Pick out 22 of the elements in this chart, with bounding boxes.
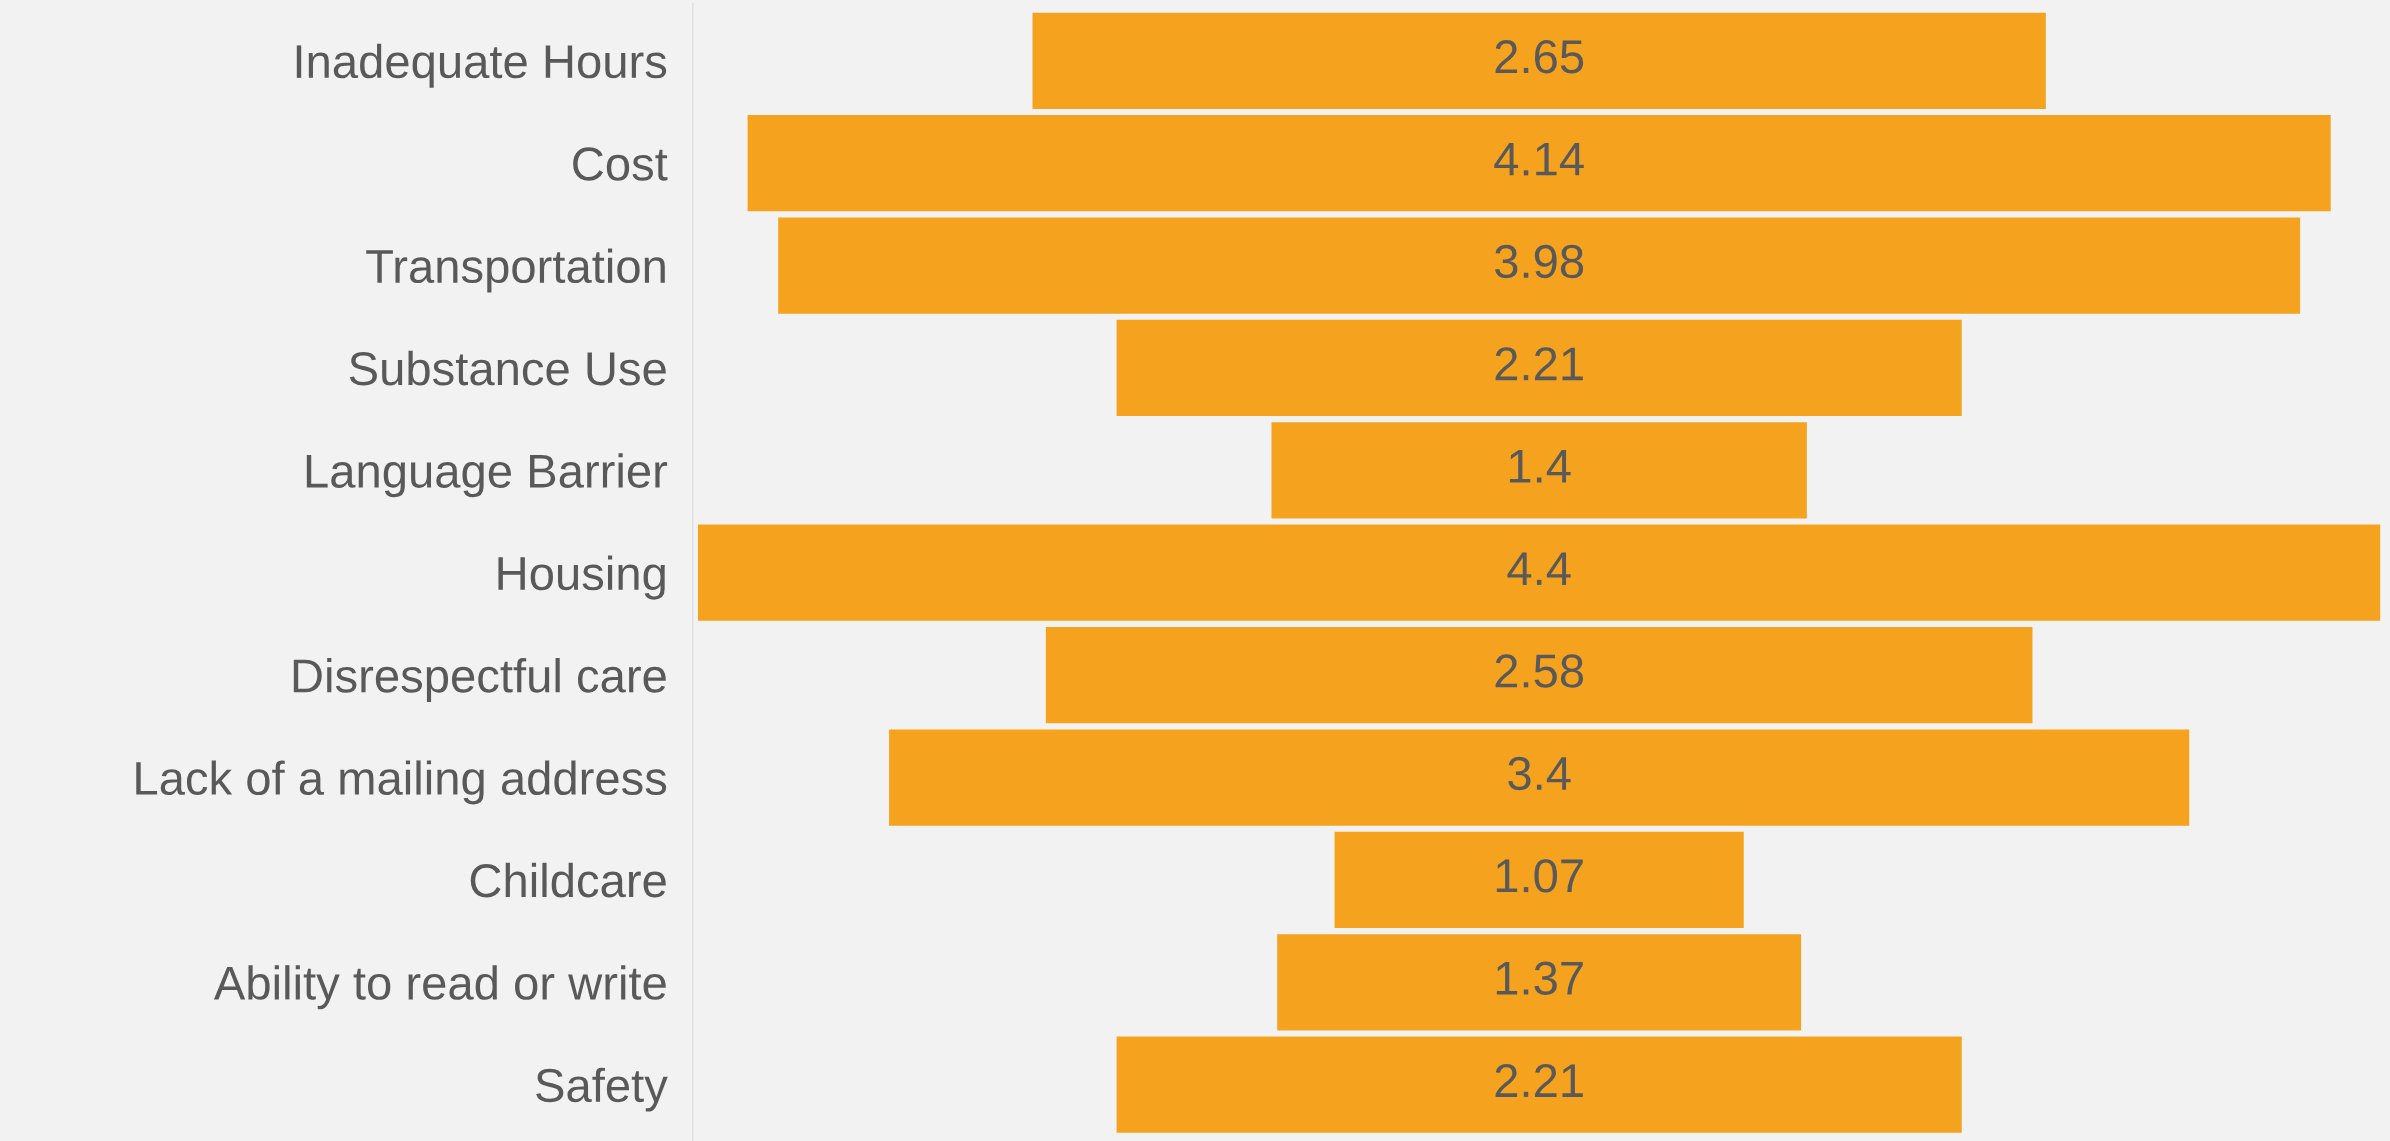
data-label: 1.07 [1496,859,1583,893]
category-label: Housing [498,555,665,600]
data-label: 2.21 [1495,347,1583,381]
category-label: Transportation [366,248,665,293]
data-label: 3.4 [1508,756,1571,791]
category-label: Ability to read or write [213,965,666,1010]
data-label: 3.98 [1495,244,1584,279]
data-label: 2.58 [1495,654,1584,688]
category-label: Cost [573,147,668,181]
data-label: 4.4 [1507,552,1571,585]
data-label: 2.21 [1495,1063,1583,1097]
category-label: Safety [536,1067,668,1112]
category-label: Inadequate Hours [296,43,667,88]
data-label: 1.37 [1496,961,1583,995]
category-label: Substance Use [349,350,666,386]
data-label: 1.4 [1509,450,1571,483]
category-label: Lack of a mailing address [136,760,667,805]
data-label: 4.14 [1494,142,1584,176]
category-label: Childcare [470,862,666,898]
data-label: 2.65 [1495,40,1584,74]
category-label: Language Barrier [306,453,668,498]
category-label: Disrespectful care [293,658,666,703]
